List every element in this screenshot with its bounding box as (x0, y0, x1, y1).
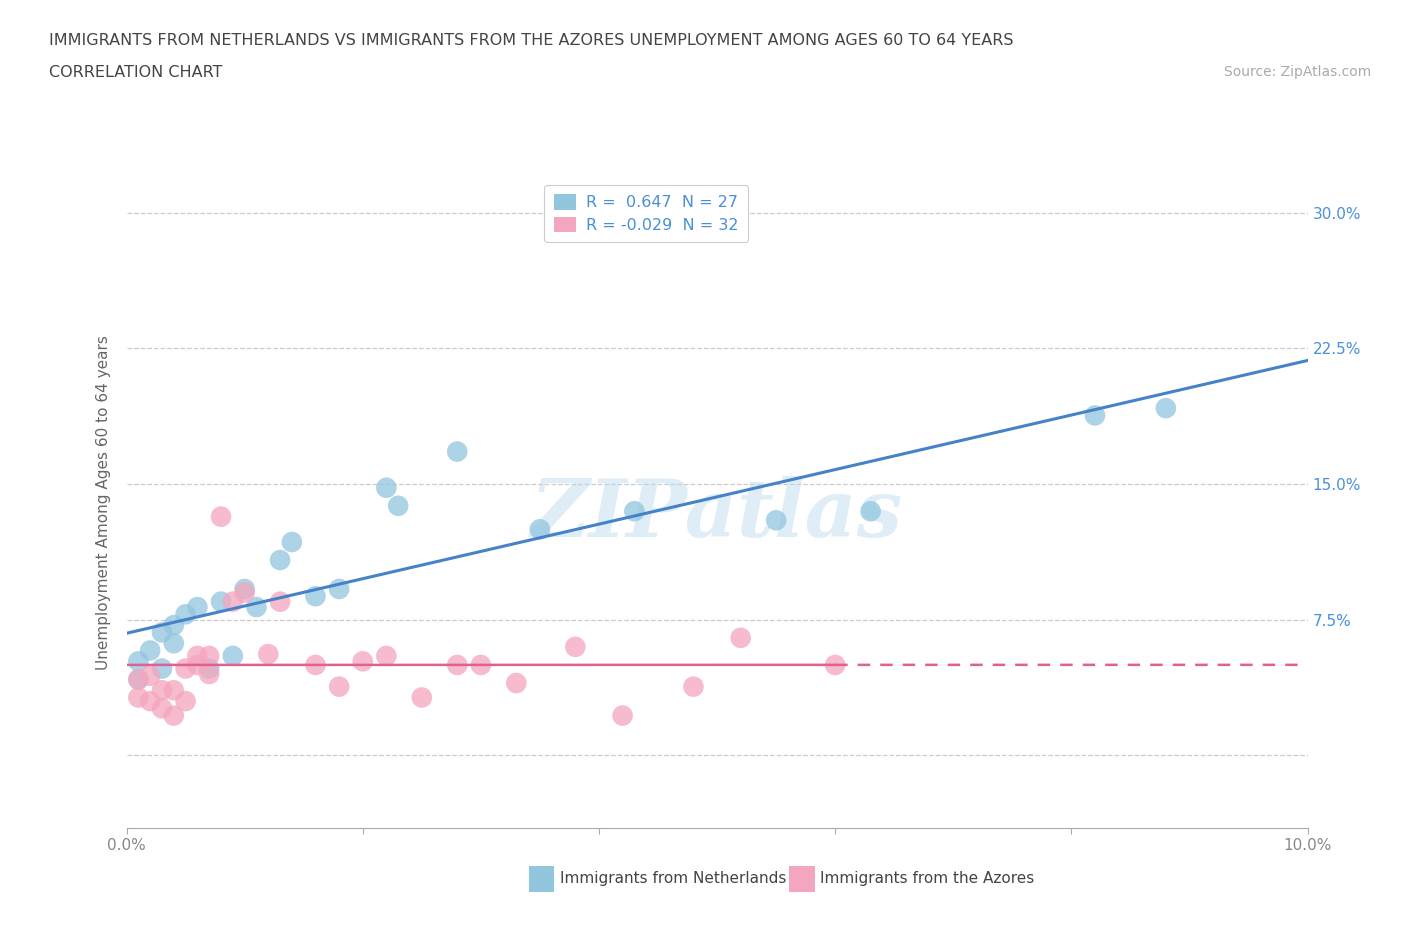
Y-axis label: Unemployment Among Ages 60 to 64 years: Unemployment Among Ages 60 to 64 years (96, 335, 111, 670)
Point (127, 654, 149, 669)
Text: Immigrants from the Azores: Immigrants from the Azores (820, 871, 1033, 886)
Point (233, 581, 256, 596)
Point (304, 589, 326, 604)
Point (163, 636, 186, 651)
Point (269, 594, 291, 609)
Point (446, 445, 468, 459)
Point (470, 658, 492, 672)
Point (198, 661, 221, 676)
Point (139, 669, 162, 684)
Point (328, 679, 350, 694)
Point (139, 643, 162, 658)
Point (328, 581, 350, 596)
Point (150, 701, 173, 716)
Point (127, 672, 149, 687)
Text: CORRELATION CHART: CORRELATION CHART (49, 65, 222, 80)
Point (198, 667, 221, 682)
Point (612, 708, 634, 723)
Point (186, 600, 208, 615)
Point (564, 640, 586, 655)
Point (257, 646, 280, 661)
Point (375, 480, 398, 495)
Point (281, 535, 304, 550)
Point (765, 512, 787, 527)
Text: Source: ZipAtlas.com: Source: ZipAtlas.com (1223, 65, 1371, 79)
Point (163, 708, 186, 723)
Point (730, 631, 752, 645)
Point (304, 658, 326, 672)
Point (859, 504, 882, 519)
Text: Immigrants from Netherlands: Immigrants from Netherlands (560, 871, 786, 886)
Point (222, 594, 245, 609)
Point (824, 658, 846, 672)
Point (150, 661, 173, 676)
Point (150, 683, 173, 698)
Point (375, 648, 398, 663)
Point (529, 522, 551, 537)
Point (387, 498, 409, 513)
Point (163, 683, 186, 698)
Point (446, 658, 468, 672)
Legend: R =  0.647  N = 27, R = -0.029  N = 32: R = 0.647 N = 27, R = -0.029 N = 32 (544, 185, 748, 243)
Point (682, 679, 704, 694)
Point (1084, 408, 1107, 423)
Point (352, 654, 374, 669)
Point (1154, 401, 1177, 416)
Point (269, 552, 291, 567)
Point (411, 690, 433, 705)
Text: IMMIGRANTS FROM NETHERLANDS VS IMMIGRANTS FROM THE AZORES UNEMPLOYMENT AMONG AGE: IMMIGRANTS FROM NETHERLANDS VS IMMIGRANT… (49, 33, 1014, 47)
Point (198, 648, 221, 663)
Point (186, 648, 208, 663)
Point (623, 504, 645, 519)
Point (209, 594, 232, 609)
Point (233, 585, 256, 600)
Point (174, 661, 197, 676)
Point (186, 658, 208, 672)
Point (163, 618, 186, 632)
Text: ZIPatlas: ZIPatlas (531, 476, 903, 554)
Point (174, 607, 197, 622)
Point (127, 672, 149, 687)
Point (505, 675, 527, 690)
Point (174, 694, 197, 709)
Point (222, 648, 245, 663)
Point (209, 510, 232, 525)
Point (245, 600, 267, 615)
Point (139, 694, 162, 709)
Point (127, 690, 149, 705)
Point (150, 625, 173, 640)
